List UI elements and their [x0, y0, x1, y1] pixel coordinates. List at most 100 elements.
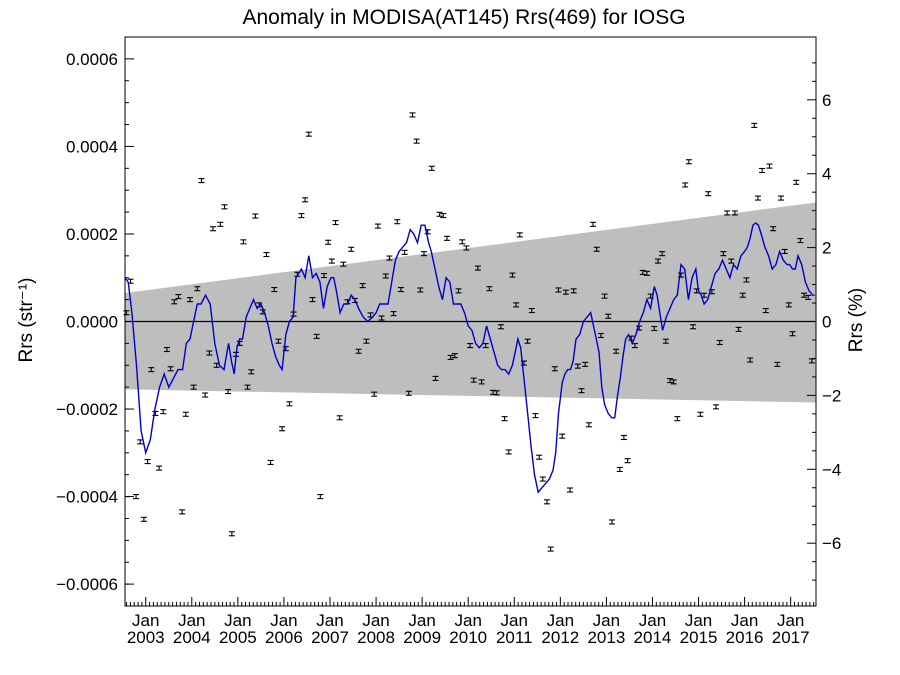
x-axis: Jan2003Jan2004Jan2005Jan2006Jan2007Jan20… — [126, 597, 815, 647]
data-point — [206, 350, 213, 356]
data-point — [156, 465, 163, 471]
data-point — [666, 378, 673, 384]
right-y-axis: 6 4 2 0 −2 −4 −6 — [807, 62, 841, 581]
data-point — [513, 302, 520, 308]
y-tick-label: 0.0000 — [66, 313, 118, 332]
data-point — [505, 449, 512, 455]
x-tick-label: Jan — [224, 611, 251, 630]
data-point — [524, 338, 531, 344]
data-point — [751, 122, 758, 128]
data-point — [509, 272, 516, 278]
data-point — [190, 384, 197, 390]
x-tick-year: 2014 — [634, 628, 672, 647]
x-tick-year: 2008 — [357, 628, 395, 647]
data-point — [578, 388, 585, 394]
data-point — [754, 195, 761, 201]
data-point — [390, 311, 397, 317]
data-point — [724, 210, 731, 216]
data-point — [267, 459, 274, 465]
data-point — [590, 221, 597, 227]
data-point — [217, 221, 224, 227]
data-point — [608, 519, 615, 525]
y2-tick-label: 0 — [822, 313, 831, 332]
data-point — [620, 434, 627, 441]
data-point — [713, 404, 720, 410]
data-point — [309, 297, 316, 303]
data-point — [248, 369, 255, 375]
data-point — [371, 391, 378, 397]
data-point — [547, 546, 554, 552]
x-tick-label: Jan — [547, 611, 574, 630]
data-point — [397, 286, 404, 293]
data-point — [770, 226, 777, 232]
x-tick-label: Jan — [270, 611, 297, 630]
y-tick-label: 0.0002 — [66, 225, 118, 244]
y-tick-label: −0.0004 — [56, 488, 118, 507]
x-tick-year: 2003 — [127, 628, 165, 647]
data-point — [302, 197, 309, 203]
data-point — [198, 178, 205, 184]
x-tick-year: 2007 — [311, 628, 349, 647]
x-tick-label: Jan — [685, 611, 712, 630]
x-tick-year: 2011 — [496, 628, 533, 647]
x-tick-year: 2005 — [219, 628, 257, 647]
x-tick-year: 2016 — [726, 628, 764, 647]
x-tick-label: Jan — [593, 611, 620, 630]
data-point — [639, 269, 646, 276]
data-point — [762, 308, 769, 314]
data-points — [123, 112, 815, 552]
data-point — [340, 261, 347, 267]
data-point — [359, 283, 366, 289]
data-point — [152, 410, 159, 416]
data-point — [140, 516, 147, 522]
data-point — [163, 346, 170, 353]
data-point — [674, 416, 681, 422]
data-point — [321, 272, 328, 279]
data-point — [459, 239, 466, 245]
data-point — [781, 248, 788, 255]
data-point — [420, 251, 427, 257]
y2-tick-label: −4 — [822, 460, 841, 479]
y-tick-label: −0.0006 — [56, 575, 118, 594]
data-point — [478, 379, 485, 385]
data-point — [539, 476, 546, 482]
x-tick-label: Jan — [132, 611, 159, 630]
x-tick-label: Jan — [454, 611, 481, 630]
data-point — [785, 302, 792, 308]
x-tick-year: 2009 — [403, 628, 441, 647]
data-point — [332, 220, 339, 226]
data-point — [551, 366, 558, 372]
y-tick-label: 0.0006 — [66, 50, 118, 69]
data-point — [735, 326, 742, 332]
data-point — [585, 422, 592, 428]
y-tick-label: 0.0004 — [66, 137, 118, 156]
data-point — [497, 324, 504, 330]
left-y-axis: 0.0006 0.0004 0.0002 0.0000 −0.0002 −0.0004 −0… — [56, 36, 134, 607]
y2-axis-label: Rrs (%) — [846, 288, 867, 352]
data-point — [631, 343, 638, 349]
data-point — [805, 294, 812, 300]
data-point — [654, 258, 661, 264]
data-point — [275, 338, 282, 344]
data-point — [225, 388, 232, 395]
data-point — [355, 348, 362, 354]
data-point — [670, 379, 677, 385]
data-point — [682, 182, 689, 188]
data-point — [555, 287, 562, 293]
data-point — [440, 213, 447, 219]
x-tick-year: 2004 — [173, 628, 211, 647]
confidence-band — [125, 202, 816, 403]
data-point — [394, 219, 401, 225]
data-point — [467, 343, 474, 349]
data-point — [601, 293, 608, 299]
data-point — [144, 459, 151, 465]
x-tick-label: Jan — [316, 611, 343, 630]
data-point — [777, 195, 784, 201]
data-point — [567, 487, 574, 493]
data-point — [582, 361, 589, 367]
data-point — [133, 494, 140, 500]
data-point — [271, 286, 278, 293]
data-point — [493, 390, 500, 396]
data-point — [605, 313, 612, 319]
